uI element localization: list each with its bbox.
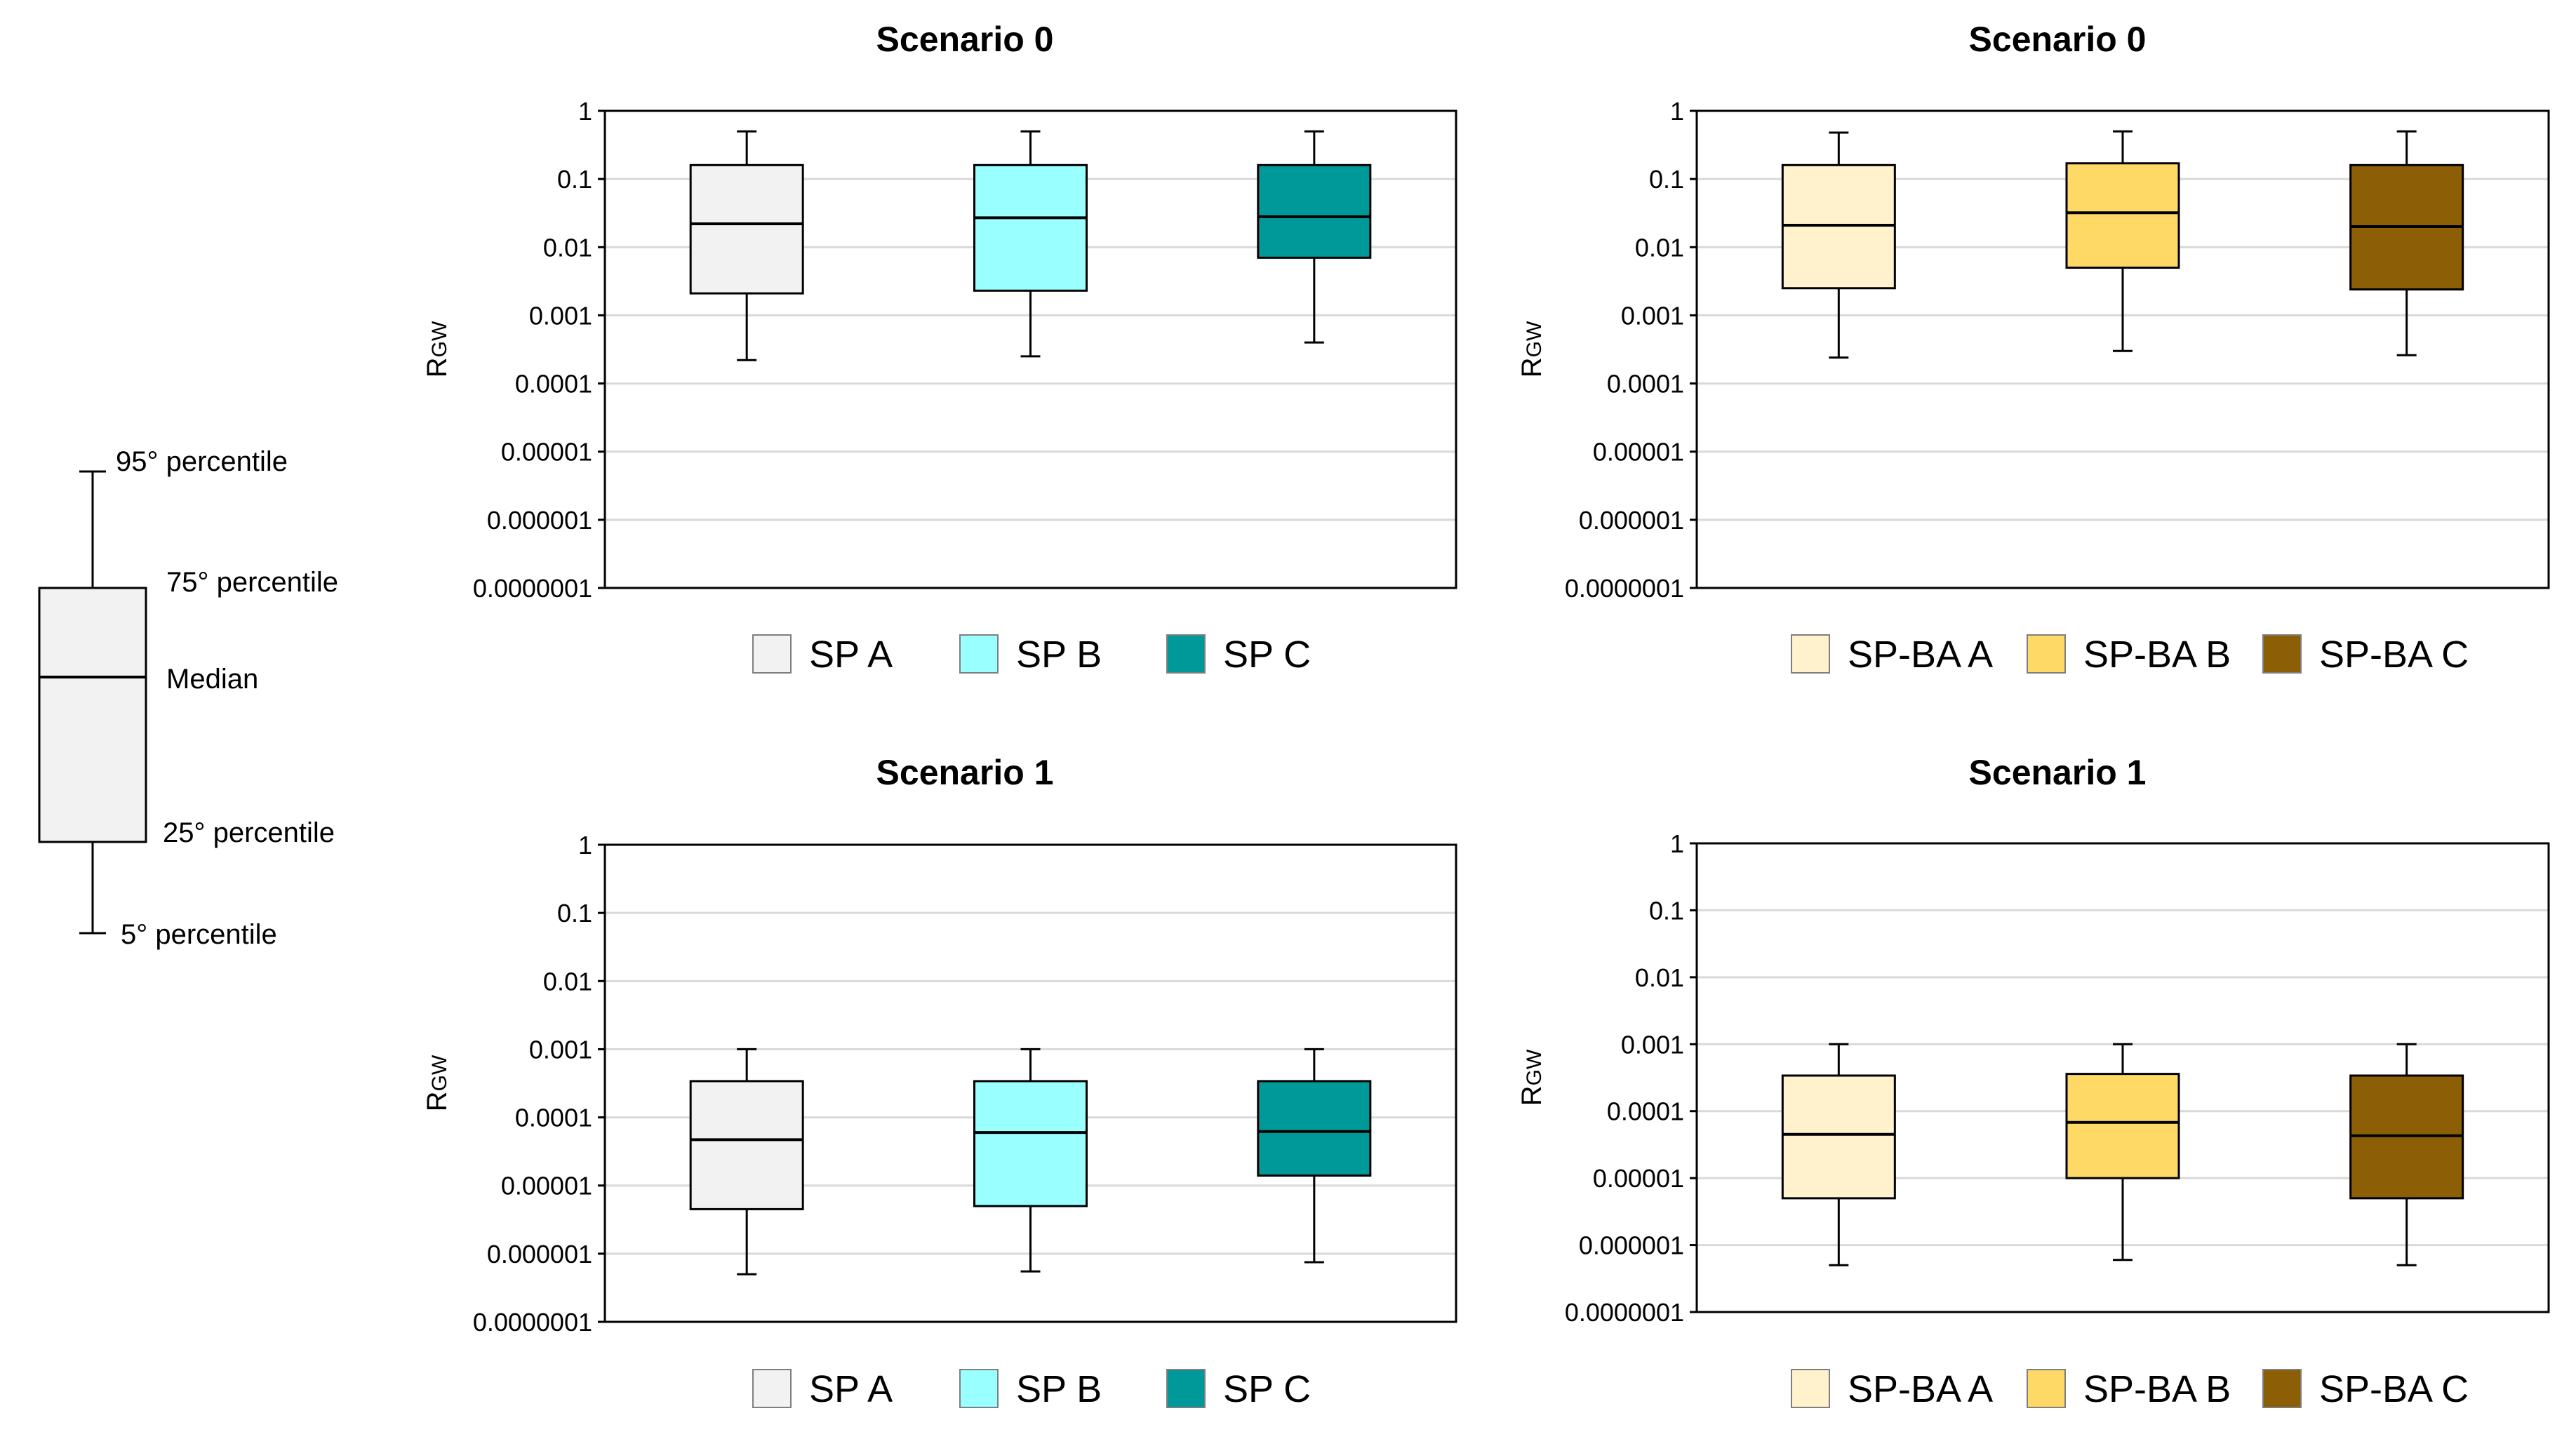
y-tick-label: 1 <box>1670 829 1684 858</box>
legend-label: SP A <box>809 634 893 676</box>
box-sp-a <box>689 163 804 295</box>
y-tick-label: 0.1 <box>557 165 592 194</box>
y-tick-label: 0.000001 <box>1579 1231 1684 1260</box>
legend-swatch <box>1791 634 1830 674</box>
legend-swatch <box>959 634 999 674</box>
plot-frame <box>1695 109 2550 589</box>
y-axis-label-sub: GW <box>428 321 451 357</box>
y-tick-label: 0.1 <box>1649 165 1684 194</box>
chart-panel: 1 0.1 0.01 0.001 0.0001 0.00001 0.000001 0.0000… <box>1516 20 2550 676</box>
y-tick-label: 0.001 <box>529 1035 592 1064</box>
y-tick-label: 0.00001 <box>1593 438 1684 467</box>
legend-swatch <box>752 634 792 674</box>
box-sp-ba-b <box>2065 162 2180 269</box>
box-sp-ba-b <box>2065 1073 2180 1179</box>
y-axis-label-main: R <box>422 357 453 377</box>
y-axis-label-main: R <box>422 1091 453 1111</box>
legend-label: SP-BA B <box>2083 634 2231 676</box>
box-sp-c <box>1257 1080 1372 1177</box>
key-label-median: Median <box>166 664 258 695</box>
box-sp-ba-a <box>1781 163 1896 290</box>
y-tick-label: 0.01 <box>1635 233 1684 262</box>
legend-label: SP A <box>809 1368 893 1410</box>
y-tick-label: 1 <box>1670 97 1684 126</box>
key-label-p25: 25° percentile <box>163 817 335 848</box>
y-tick-label: 0.0000001 <box>473 1308 592 1337</box>
legend-swatch <box>1791 1369 1830 1408</box>
legend-swatch <box>1166 1369 1206 1408</box>
legend-swatch <box>959 1369 999 1408</box>
box-sp-a <box>689 1080 804 1210</box>
box-sp-ba-a <box>1781 1074 1896 1200</box>
y-axis-label-sub: GW <box>1523 321 1546 357</box>
y-tick-label: 0.01 <box>1635 963 1684 992</box>
y-axis-label: RGW <box>1516 321 1547 377</box>
y-axis-label-sub: GW <box>428 1055 451 1091</box>
chart-title: Scenario 0 <box>876 20 1054 59</box>
boxplot-key: 95° percentile 75° percentile Median 25°… <box>38 446 338 950</box>
plot-frame <box>1695 842 2550 1313</box>
legend-label: SP C <box>1223 634 1311 676</box>
y-axis-label: RGW <box>422 1055 453 1111</box>
y-axis-label: RGW <box>422 321 453 377</box>
chart-title: Scenario 0 <box>1969 20 2147 59</box>
y-axis-label-main: R <box>1516 1085 1547 1106</box>
charts-container: 1 0.1 0.01 0.001 0.0001 0.00001 0.000001 0.0000… <box>422 20 2550 1410</box>
y-tick-label: 0.0001 <box>515 370 592 399</box>
key-label-p75: 75° percentile <box>166 567 338 598</box>
box-sp-c <box>1257 163 1372 259</box>
y-tick-label: 0.00001 <box>501 438 592 467</box>
plot-frame <box>603 109 1457 589</box>
y-tick-label: 0.001 <box>529 301 592 330</box>
chart-panel: 1 0.1 0.01 0.001 0.0001 0.00001 0.000001 0.0000… <box>422 753 1457 1410</box>
legend-label: SP B <box>1016 1368 1102 1410</box>
y-tick-label: 0.1 <box>1649 896 1684 925</box>
legend-swatch <box>2027 1369 2066 1408</box>
y-tick-label: 0.1 <box>557 899 592 928</box>
legend-swatch <box>2262 1369 2302 1408</box>
legend-swatch <box>1166 634 1206 674</box>
y-tick-label: 0.0001 <box>1607 1097 1684 1126</box>
y-tick-label: 1 <box>578 97 592 126</box>
y-tick-label: 0.0001 <box>515 1104 592 1132</box>
legend-swatch <box>2262 634 2302 674</box>
legend-label: SP-BA C <box>2319 634 2469 676</box>
y-tick-label: 0.00001 <box>501 1172 592 1200</box>
y-tick-label: 0.0000001 <box>1565 1298 1684 1327</box>
key-label-p5: 5° percentile <box>121 919 277 950</box>
legend-label: SP C <box>1223 1368 1311 1410</box>
key-label-p95: 95° percentile <box>116 446 288 477</box>
legend-label: SP B <box>1016 634 1102 676</box>
y-tick-label: 0.000001 <box>487 1240 592 1269</box>
chart-title: Scenario 1 <box>876 753 1054 792</box>
legend-label: SP-BA B <box>2083 1368 2231 1410</box>
y-tick-label: 0.000001 <box>487 506 592 535</box>
y-tick-label: 0.000001 <box>1579 506 1684 535</box>
y-tick-label: 0.0001 <box>1607 370 1684 399</box>
box-sp-b <box>973 163 1088 292</box>
legend-swatch <box>752 1369 792 1408</box>
y-axis-label-sub: GW <box>1523 1049 1546 1085</box>
legend-label: SP-BA C <box>2319 1368 2469 1410</box>
y-tick-label: 0.00001 <box>1593 1164 1684 1193</box>
legend-label: SP-BA A <box>1848 634 1993 676</box>
y-tick-label: 0.01 <box>543 967 592 996</box>
y-axis-label-main: R <box>1516 357 1547 377</box>
y-tick-label: 1 <box>578 831 592 859</box>
y-tick-label: 0.001 <box>1621 1030 1684 1059</box>
y-tick-label: 0.01 <box>543 233 592 262</box>
y-tick-label: 0.0000001 <box>1565 574 1684 603</box>
legend-label: SP-BA A <box>1848 1368 1993 1410</box>
chart-title: Scenario 1 <box>1969 753 2147 792</box>
key-box <box>38 587 147 843</box>
y-tick-label: 0.001 <box>1621 301 1684 330</box>
plot-frame <box>603 843 1457 1323</box>
y-axis-label: RGW <box>1516 1049 1547 1106</box>
box-sp-b <box>973 1080 1088 1207</box>
chart-panel: 1 0.1 0.01 0.001 0.0001 0.00001 0.000001 0.0000… <box>422 20 1457 676</box>
y-tick-label: 0.0000001 <box>473 574 592 603</box>
chart-panel: 1 0.1 0.01 0.001 0.0001 0.00001 0.000001 0.0000… <box>1516 753 2550 1410</box>
legend-swatch <box>2027 634 2066 674</box>
